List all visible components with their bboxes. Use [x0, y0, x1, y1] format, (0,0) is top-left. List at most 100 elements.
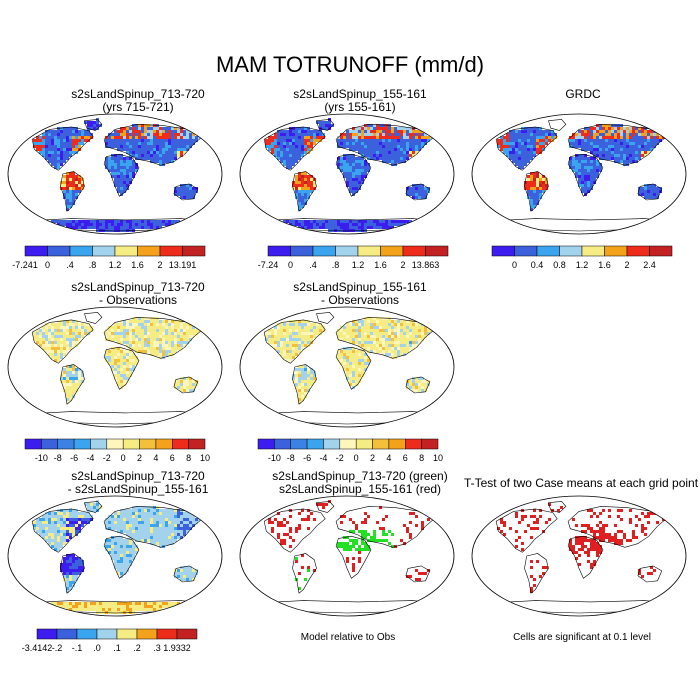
map-cell — [584, 172, 587, 175]
colorbar-box — [355, 438, 373, 450]
map-cell — [599, 130, 602, 133]
map-cell — [349, 539, 352, 542]
map-cell — [530, 139, 533, 142]
map-cell — [620, 142, 623, 145]
map-cell — [599, 530, 602, 533]
map-cell — [141, 157, 144, 160]
map-cell — [301, 184, 304, 187]
map-cell — [304, 187, 307, 190]
map-cell — [147, 338, 150, 341]
map-cell — [403, 335, 406, 338]
map-cell — [39, 142, 42, 145]
map-cell — [141, 536, 144, 539]
map-cell — [171, 154, 174, 157]
map-cell — [379, 338, 382, 341]
map-cell — [123, 530, 126, 533]
map-cell — [129, 545, 132, 548]
map-cell — [424, 136, 427, 139]
map-cell — [313, 187, 316, 190]
map-cell — [138, 344, 141, 347]
map-cell — [620, 127, 623, 130]
map-cell — [647, 133, 650, 136]
map-cell — [298, 377, 301, 380]
map-cell — [120, 560, 123, 563]
map-cell — [174, 512, 177, 515]
map-cell — [400, 338, 403, 341]
map-cell — [545, 187, 548, 190]
map-cell — [367, 362, 370, 365]
coastline-greenland — [548, 119, 567, 131]
map-p5 — [239, 306, 455, 428]
map-cell — [298, 341, 301, 344]
map-cell — [66, 575, 69, 578]
map-cell — [147, 145, 150, 148]
map-cell — [120, 160, 123, 163]
map-cell — [120, 545, 123, 548]
map-cell — [352, 127, 355, 130]
map-cell — [132, 527, 135, 530]
map-cell — [111, 163, 114, 166]
map-cell — [60, 329, 63, 332]
map-cell — [105, 539, 108, 542]
map-cell — [72, 533, 75, 536]
map-cell — [304, 578, 307, 581]
map-cell — [533, 145, 536, 148]
map-cell — [117, 611, 120, 614]
map-cell — [343, 223, 346, 226]
map-cell — [108, 602, 111, 605]
map-cell — [156, 151, 159, 154]
map-cell — [150, 512, 153, 515]
map-cell — [602, 142, 605, 145]
map-cell — [397, 341, 400, 344]
map-cell — [129, 320, 132, 323]
map-cell — [165, 527, 168, 530]
map-cell — [533, 584, 536, 587]
map-cell — [403, 136, 406, 139]
map-cell — [48, 335, 51, 338]
map-cell — [87, 133, 90, 136]
map-cell — [545, 521, 548, 524]
map-cell — [87, 223, 90, 226]
map-cell — [280, 136, 283, 139]
map-cell — [72, 181, 75, 184]
map-cell — [388, 338, 391, 341]
map-cell — [307, 175, 310, 178]
map-cell — [99, 608, 102, 611]
map-cell — [298, 392, 301, 395]
map-cell — [42, 145, 45, 148]
map-cell — [367, 166, 370, 169]
map-cell — [590, 169, 593, 172]
map-cell — [626, 136, 629, 139]
map-cell — [162, 539, 165, 542]
map-cell — [96, 223, 99, 226]
map-cell — [69, 347, 72, 350]
map-cell — [626, 139, 629, 142]
map-cell — [117, 160, 120, 163]
map-cell — [69, 193, 72, 196]
map-cell — [653, 142, 656, 145]
map-cell — [159, 145, 162, 148]
map-cell — [623, 533, 626, 536]
map-cell — [271, 344, 274, 347]
map-cell — [647, 515, 650, 518]
map-cell — [183, 139, 186, 142]
map-cell — [141, 512, 144, 515]
map-cell — [376, 344, 379, 347]
map-cell — [141, 509, 144, 512]
map-cell — [298, 139, 301, 142]
map-cell — [310, 374, 313, 377]
map-cell — [45, 157, 48, 160]
map-cell — [310, 326, 313, 329]
map-cell — [150, 157, 153, 160]
map-cell — [277, 335, 280, 338]
map-cell — [271, 341, 274, 344]
map-cell — [367, 338, 370, 341]
map-cell — [153, 536, 156, 539]
map-cell — [650, 133, 653, 136]
map-cell — [117, 223, 120, 226]
map-cell — [376, 326, 379, 329]
map-cell — [415, 323, 418, 326]
map-cell — [147, 326, 150, 329]
map-cell — [69, 181, 72, 184]
map-cell — [364, 145, 367, 148]
